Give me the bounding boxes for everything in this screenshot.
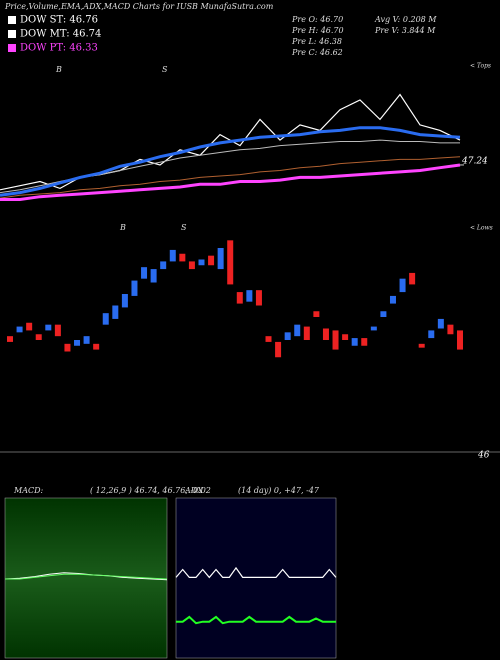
prev: Pre V: 3.844 M bbox=[374, 26, 436, 35]
candle-body bbox=[16, 326, 23, 333]
candle-body bbox=[275, 341, 282, 358]
candle-body bbox=[160, 261, 167, 270]
series-line bbox=[175, 566, 337, 579]
candle-body bbox=[284, 332, 291, 340]
legend-swatch bbox=[8, 16, 16, 24]
series-line bbox=[0, 126, 461, 197]
candle-body bbox=[7, 336, 13, 342]
candle-body bbox=[437, 318, 444, 329]
candle-body bbox=[389, 295, 396, 304]
candle-body bbox=[409, 272, 416, 285]
candle-body bbox=[179, 253, 186, 262]
series-line bbox=[0, 163, 461, 201]
legend-label: DOW MT: 46.74 bbox=[20, 29, 101, 40]
candle-body bbox=[217, 248, 224, 270]
macd-subtitle: ( 12,26,9 ) 46.74, 46.76, -0.02 bbox=[90, 486, 211, 495]
candle-body bbox=[418, 343, 425, 348]
candle-body bbox=[236, 292, 243, 304]
marker: B bbox=[55, 65, 62, 74]
candle-body bbox=[141, 267, 148, 279]
candle-body bbox=[313, 311, 320, 317]
tops-label: < Tops bbox=[470, 63, 491, 70]
candle-body bbox=[303, 326, 310, 340]
candle-body bbox=[380, 311, 387, 317]
legend-label: DOW ST: 46.76 bbox=[20, 15, 98, 26]
candle-body bbox=[246, 290, 253, 302]
candle-body bbox=[188, 261, 195, 270]
prev: Pre L: 46.38 bbox=[291, 37, 342, 46]
y-tick-label: 46 bbox=[477, 451, 490, 461]
candle-body bbox=[265, 336, 272, 342]
adx-subtitle: (14 day) 0, +47, -47 bbox=[238, 486, 320, 495]
candle-body bbox=[102, 313, 109, 325]
candle-body bbox=[399, 278, 406, 293]
marker: B bbox=[119, 223, 126, 232]
prev: Pre O: 46.70 bbox=[291, 15, 343, 24]
candle-body bbox=[45, 324, 52, 331]
lows-label: < Lows bbox=[470, 225, 493, 232]
series-line bbox=[176, 615, 336, 625]
candle-body bbox=[342, 334, 349, 340]
candle-body bbox=[332, 330, 339, 350]
candle-body bbox=[447, 324, 454, 335]
prev: Avg V: 0.208 M bbox=[374, 15, 437, 24]
legend-swatch bbox=[8, 44, 16, 52]
series-line bbox=[5, 573, 168, 580]
candle-body bbox=[255, 290, 262, 306]
chart-title: Price,Volume,EMA,ADX,MACD Charts for IUS… bbox=[4, 2, 274, 11]
candle-body bbox=[131, 280, 138, 296]
candle-body bbox=[26, 322, 33, 331]
marker: S bbox=[162, 65, 168, 74]
candle-body bbox=[361, 338, 368, 346]
candle-body bbox=[35, 334, 42, 340]
candle-body bbox=[121, 294, 128, 308]
legend-label: DOW PT: 46.33 bbox=[20, 43, 98, 54]
candle-body bbox=[112, 305, 119, 319]
marker: S bbox=[181, 223, 187, 232]
series-line bbox=[0, 156, 461, 199]
candle-body bbox=[457, 330, 463, 350]
candle-body bbox=[294, 324, 301, 337]
candle-body bbox=[428, 330, 435, 339]
adx-title: ADX bbox=[184, 486, 203, 495]
candle-body bbox=[64, 343, 71, 352]
candle-body bbox=[322, 328, 329, 340]
prev: Pre C: 46.62 bbox=[291, 48, 343, 57]
candle-body bbox=[198, 259, 205, 266]
candle-body bbox=[370, 326, 377, 331]
macd-title: MACD: bbox=[13, 486, 44, 495]
candle-body bbox=[227, 240, 234, 285]
y-tick-label: 47.24 bbox=[461, 156, 488, 166]
candle-body bbox=[351, 338, 358, 346]
candle-body bbox=[150, 269, 157, 283]
candle-body bbox=[74, 340, 81, 346]
candle-body bbox=[83, 336, 90, 344]
candle-body bbox=[54, 324, 61, 337]
legend-swatch bbox=[8, 30, 16, 38]
candle-body bbox=[208, 255, 215, 266]
candle-body bbox=[169, 249, 176, 262]
candle-body bbox=[93, 343, 100, 350]
prev: Pre H: 46.70 bbox=[291, 26, 344, 35]
